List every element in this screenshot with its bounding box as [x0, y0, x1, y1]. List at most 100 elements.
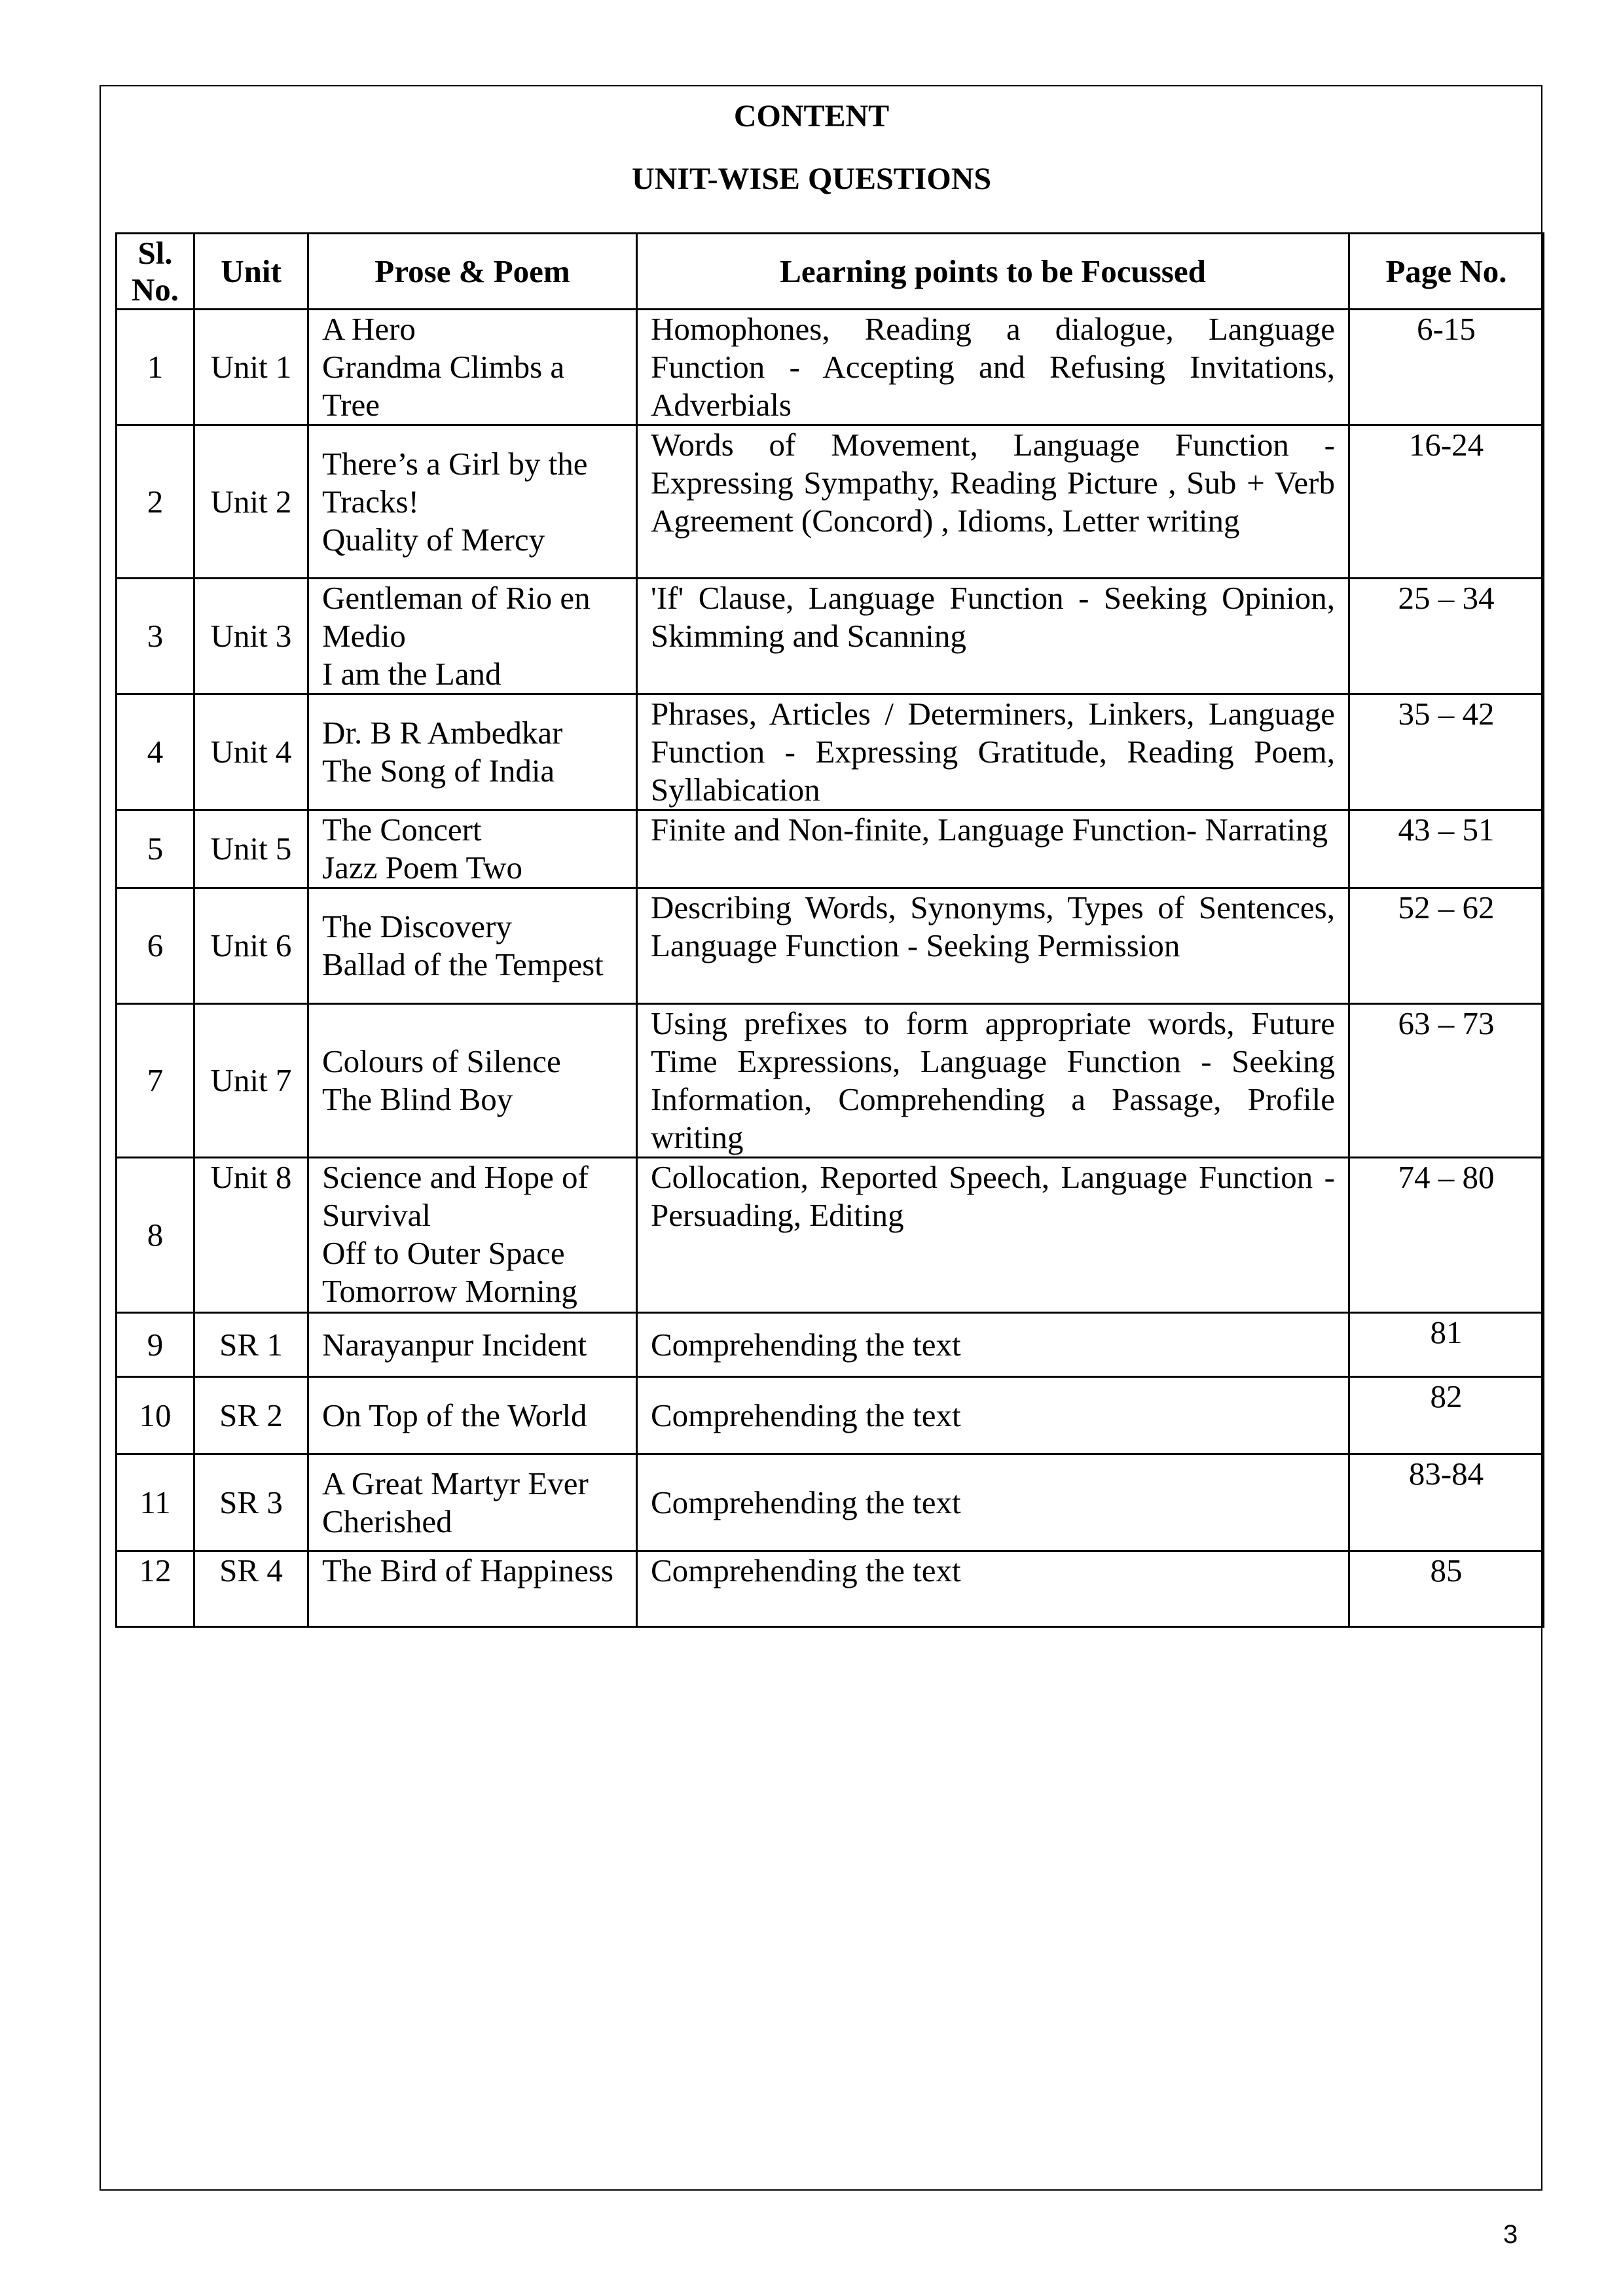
- prose-poem-title: The Bird of Happiness: [322, 1552, 613, 1589]
- unit-cell: Unit 5: [193, 809, 309, 889]
- table-row: 9 SR 1 Narayanpur Incident Comprehending th…: [115, 1312, 1544, 1378]
- page-no-cell: 81: [1348, 1312, 1544, 1378]
- header-page-no: Page No.: [1348, 232, 1544, 310]
- unit-cell: Unit 7: [193, 1003, 309, 1158]
- prose-poem-title: Ballad of the Tempest: [322, 946, 604, 982]
- unit-wise-questions-heading: UNIT-WISE QUESTIONS: [631, 162, 992, 196]
- table-row: 7 Unit 7 Colours of Silence The Blind Boy Us…: [115, 1003, 1544, 1158]
- unit-cell: Unit 6: [193, 887, 309, 1005]
- learning-points-cell: Finite and Non-finite, Language Function…: [636, 809, 1350, 889]
- page-no-cell: 35 – 42: [1348, 693, 1544, 811]
- prose-poem-title: There’s a Girl by the Tracks!: [322, 445, 588, 520]
- prose-poem-title: The Discovery: [322, 908, 512, 944]
- page-no-cell: 83-84: [1348, 1453, 1544, 1552]
- sl-no-cell: 1: [115, 308, 195, 426]
- page-no-cell: 74 – 80: [1348, 1157, 1544, 1314]
- prose-poem-title: I am the Land: [322, 656, 501, 692]
- prose-poem-cell: A Hero Grandma Climbs a Tree: [307, 308, 638, 426]
- prose-poem-title: A Hero: [322, 311, 416, 348]
- table-row: 2 Unit 2 There’s a Girl by the Tracks! Qual…: [115, 424, 1544, 579]
- learning-points-cell: Comprehending the text: [636, 1312, 1350, 1378]
- content-table: Sl. No. Unit Prose & Poem Learning point…: [115, 232, 1544, 1628]
- table-row: 10 SR 2 On Top of the World Comprehending t…: [115, 1376, 1544, 1455]
- prose-poem-title: A Great Martyr Ever Cherished: [322, 1465, 589, 1539]
- table-row: 6 Unit 6 The Discovery Ballad of the Tempes…: [115, 887, 1544, 1005]
- unit-cell: Unit 1: [193, 308, 309, 426]
- unit-cell: SR 3: [193, 1453, 309, 1552]
- sl-no-cell: 2: [115, 424, 195, 579]
- learning-points-cell: Comprehending the text: [636, 1550, 1350, 1628]
- unit-cell: SR 2: [193, 1376, 309, 1455]
- unit-cell: Unit 2: [193, 424, 309, 579]
- page-no-cell: 6-15: [1348, 308, 1544, 426]
- prose-poem-title: Dr. B R Ambedkar: [322, 715, 563, 751]
- prose-poem-title: The Blind Boy: [322, 1081, 513, 1117]
- prose-poem-title: Tomorrow Morning: [322, 1273, 577, 1309]
- page-no-cell: 43 – 51: [1348, 809, 1544, 889]
- prose-poem-title: On Top of the World: [322, 1397, 587, 1433]
- prose-poem-title: Off to Outer Space: [322, 1235, 565, 1271]
- sl-no-cell: 9: [115, 1312, 195, 1378]
- sl-no-cell: 10: [115, 1376, 195, 1455]
- prose-poem-cell: The Bird of Happiness: [307, 1550, 638, 1628]
- learning-points-cell: Comprehending the text: [636, 1453, 1350, 1552]
- learning-points-cell: 'If' Clause, Language Function - Seeking…: [636, 577, 1350, 695]
- prose-poem-title: Jazz Poem Two: [322, 850, 522, 886]
- prose-poem-cell: A Great Martyr Ever Cherished: [307, 1453, 638, 1552]
- prose-poem-title: Narayanpur Incident: [322, 1326, 587, 1363]
- sl-no-cell: 12: [115, 1550, 195, 1628]
- learning-points-cell: Homophones, Reading a dialogue, Language…: [636, 308, 1350, 426]
- header-sl-no: Sl. No.: [115, 232, 195, 310]
- header-learning-points: Learning points to be Focussed: [636, 232, 1350, 310]
- prose-poem-cell: Narayanpur Incident: [307, 1312, 638, 1378]
- table-row: 4 Unit 4 Dr. B R Ambedkar The Song of India…: [115, 693, 1544, 811]
- table-row: 8 Unit 8 Science and Hope of Survival Off t…: [115, 1157, 1544, 1314]
- sl-no-cell: 7: [115, 1003, 195, 1158]
- prose-poem-cell: Dr. B R Ambedkar The Song of India: [307, 693, 638, 811]
- sl-no-cell: 6: [115, 887, 195, 1005]
- prose-poem-cell: The Concert Jazz Poem Two: [307, 809, 638, 889]
- prose-poem-title: The Concert: [322, 812, 482, 848]
- prose-poem-title: Gentleman of Rio en Medio: [322, 580, 591, 655]
- sl-no-cell: 4: [115, 693, 195, 811]
- table-row: 3 Unit 3 Gentleman of Rio en Medio I am the…: [115, 577, 1544, 695]
- unit-cell: SR 4: [193, 1550, 309, 1628]
- page-no-cell: 52 – 62: [1348, 887, 1544, 1005]
- prose-poem-cell: Science and Hope of Survival Off to Outer…: [307, 1157, 638, 1314]
- unit-cell: Unit 8: [193, 1157, 309, 1314]
- prose-poem-cell: There’s a Girl by the Tracks! Quality of …: [307, 424, 638, 579]
- prose-poem-cell: Gentleman of Rio en Medio I am the Land: [307, 577, 638, 695]
- table-row: 12 SR 4 The Bird of Happiness Comprehending…: [115, 1550, 1544, 1628]
- page-no-cell: 82: [1348, 1376, 1544, 1455]
- table-row: 5 Unit 5 The Concert Jazz Poem Two Finite an…: [115, 809, 1544, 889]
- sl-no-cell: 8: [115, 1157, 195, 1314]
- prose-poem-cell: Colours of Silence The Blind Boy: [307, 1003, 638, 1158]
- learning-points-cell: Comprehending the text: [636, 1376, 1350, 1455]
- prose-poem-title: Science and Hope of Survival: [322, 1159, 589, 1234]
- unit-cell: Unit 4: [193, 693, 309, 811]
- unit-cell: Unit 3: [193, 577, 309, 695]
- learning-points-cell: Describing Words, Synonyms, Types of Sen…: [636, 887, 1350, 1005]
- prose-poem-title: Grandma Climbs a Tree: [322, 349, 565, 423]
- learning-points-cell: Using prefixes to form appropriate words…: [636, 1003, 1350, 1158]
- prose-poem-title: Quality of Mercy: [322, 521, 545, 558]
- sl-no-cell: 11: [115, 1453, 195, 1552]
- page-no-cell: 63 – 73: [1348, 1003, 1544, 1158]
- page-no-cell: 16-24: [1348, 424, 1544, 579]
- sl-no-cell: 5: [115, 809, 195, 889]
- prose-poem-title: Colours of Silence: [322, 1043, 561, 1079]
- content-title: CONTENT: [733, 99, 890, 134]
- table-header-row: Sl. No. Unit Prose & Poem Learning point…: [115, 232, 1544, 310]
- prose-poem-cell: On Top of the World: [307, 1376, 638, 1455]
- unit-cell: SR 1: [193, 1312, 309, 1378]
- learning-points-cell: Words of Movement, Language Function - E…: [636, 424, 1350, 579]
- page-no-cell: 25 – 34: [1348, 577, 1544, 695]
- header-unit: Unit: [193, 232, 309, 310]
- prose-poem-title: The Song of India: [322, 753, 555, 789]
- sl-no-cell: 3: [115, 577, 195, 695]
- learning-points-cell: Collocation, Reported Speech, Language F…: [636, 1157, 1350, 1314]
- page-number: 3: [1503, 2220, 1518, 2249]
